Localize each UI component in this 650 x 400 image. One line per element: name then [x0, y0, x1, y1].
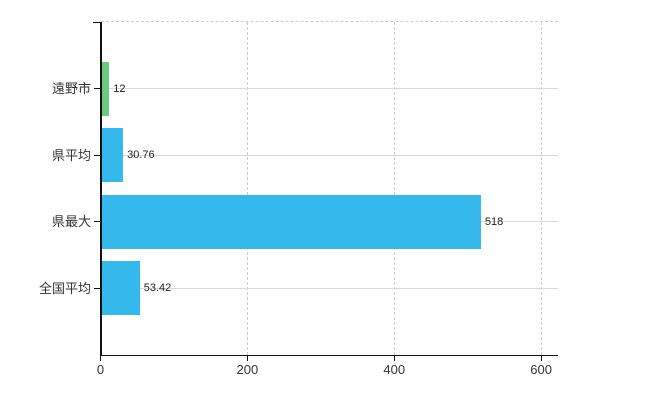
- horizontal-gridline: [100, 287, 558, 289]
- x-axis-tick: [393, 356, 395, 361]
- bar: [100, 128, 124, 183]
- x-tick-label: 200: [236, 362, 259, 377]
- y-axis-line: [100, 22, 102, 356]
- x-tick-label: 0: [96, 362, 105, 377]
- x-axis-line: [100, 354, 558, 356]
- category-label: 県平均: [51, 147, 91, 163]
- plot-area: 12 30.76 518 53.42: [100, 21, 558, 355]
- bar-value-label: 12: [113, 82, 126, 95]
- horizontal-gridline: [100, 88, 558, 90]
- vertical-gridline: [540, 22, 542, 355]
- category-label: 県最大: [51, 214, 91, 230]
- horizontal-gridline: [100, 154, 558, 156]
- y-axis-category-tick: [93, 154, 101, 156]
- y-axis-top-tick: [93, 21, 101, 23]
- x-tick-label: 400: [383, 362, 406, 377]
- x-axis-tick: [246, 356, 248, 361]
- x-tick-label: 600: [530, 362, 552, 377]
- bar-value-label: 53.42: [143, 282, 172, 295]
- vertical-gridline: [246, 22, 248, 355]
- bar: [100, 61, 110, 116]
- bar: [100, 261, 140, 316]
- bar-value-label: 518: [484, 215, 504, 228]
- x-axis-tick: [540, 356, 542, 361]
- bar: [100, 194, 481, 249]
- y-axis-category-tick: [93, 88, 101, 90]
- category-label: 遠野市: [51, 81, 91, 97]
- category-label: 全国平均: [38, 280, 91, 296]
- y-axis-category-tick: [93, 287, 101, 289]
- plot-top-border: [100, 21, 558, 22]
- bar-value-label: 30.76: [127, 149, 155, 162]
- x-axis-tick: [100, 356, 101, 361]
- y-axis-category-tick: [93, 221, 101, 223]
- vertical-gridline: [393, 22, 395, 355]
